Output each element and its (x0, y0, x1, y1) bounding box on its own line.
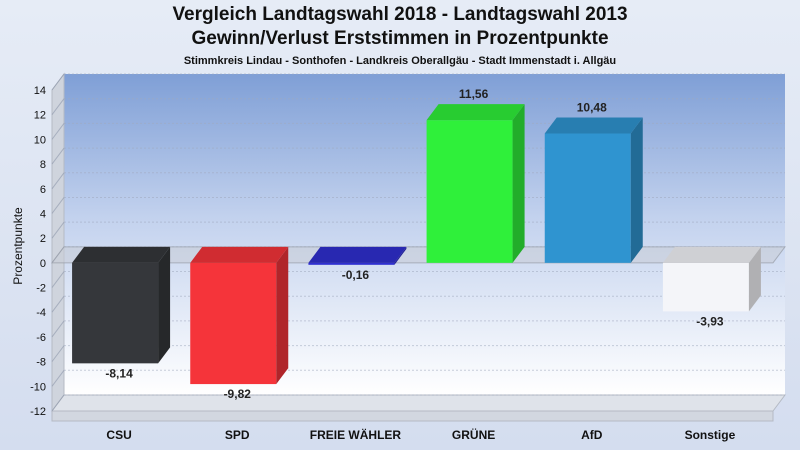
y-tick-label: -6 (36, 332, 46, 344)
category-label: FREIE WÄHLER (310, 427, 402, 442)
bar-side (394, 246, 407, 265)
y-tick-label: 14 (34, 85, 46, 97)
bar-front (662, 262, 749, 312)
bar (426, 104, 525, 263)
data-label: 10,48 (577, 100, 607, 114)
bar-top (662, 246, 761, 263)
data-label: -3,93 (696, 314, 724, 328)
bar-top (72, 246, 171, 263)
y-tick-label: -4 (36, 307, 46, 319)
y-tick-label: 8 (40, 159, 46, 171)
data-label: -9,82 (224, 387, 252, 401)
chart-subtitle: Gewinn/Verlust Erststimmen in Prozentpun… (191, 28, 609, 49)
bar-front (72, 262, 159, 364)
gridline-wall (51, 320, 65, 338)
bar-side (158, 246, 171, 364)
floor (51, 394, 786, 412)
bar-top (190, 246, 289, 263)
bar-front (308, 262, 395, 265)
y-tick-label: 10 (34, 134, 46, 146)
category-label: CSU (106, 428, 131, 442)
y-tick-label: -8 (36, 357, 46, 369)
y-tick-label: 2 (40, 233, 46, 245)
bar (72, 246, 171, 364)
category-label: GRÜNE (452, 427, 495, 442)
bar (308, 246, 407, 265)
y-axis-label: Prozentpunkte (11, 207, 25, 285)
data-label: 11,56 (459, 87, 489, 101)
gridline-wall (51, 345, 65, 362)
gridline-wall (51, 98, 65, 115)
bar-front (544, 133, 631, 263)
bar-top (544, 117, 643, 134)
bar-side (512, 104, 525, 263)
gridline-wall (51, 370, 65, 387)
bar-side (630, 117, 643, 263)
gridline-wall (51, 73, 65, 91)
y-tick-label: 4 (40, 208, 46, 220)
y-tick-label: 0 (40, 258, 46, 270)
gridline-wall (51, 197, 65, 214)
bar-side (748, 246, 761, 312)
category-label: SPD (225, 428, 250, 442)
bar-front (190, 262, 277, 385)
data-label: -0,16 (342, 268, 370, 282)
chart-title: Vergleich Landtagswahl 2018 - Landtagswa… (172, 4, 628, 25)
gridline-wall (51, 271, 65, 288)
y-tick-label: 6 (40, 184, 46, 196)
left-wall (51, 72, 65, 413)
gridline-wall (51, 123, 65, 140)
gridline-wall (51, 147, 65, 165)
y-tick-label: 12 (34, 110, 46, 122)
bar (190, 246, 289, 385)
bar (662, 246, 761, 312)
plot-area (64, 74, 785, 395)
gridline-wall (51, 295, 65, 313)
category-label: Sonstige (685, 428, 736, 442)
y-tick-label: -12 (30, 406, 46, 418)
category-label: AfD (581, 428, 603, 442)
y-tick-label: -10 (30, 381, 46, 393)
gridline-wall (51, 172, 65, 190)
y-tick-label: -2 (36, 283, 46, 295)
gridline-wall (51, 394, 65, 412)
floor-edge (51, 410, 774, 422)
bar (544, 117, 643, 263)
bar-top (308, 246, 407, 263)
bar-top (426, 104, 525, 121)
chart-subtitle-region: Stimmkreis Lindau - Sonthofen - Landkrei… (183, 55, 617, 67)
bar-front (426, 120, 513, 263)
bar-side (276, 246, 289, 385)
gridline-wall (51, 221, 65, 239)
data-label: -8,14 (105, 366, 133, 380)
